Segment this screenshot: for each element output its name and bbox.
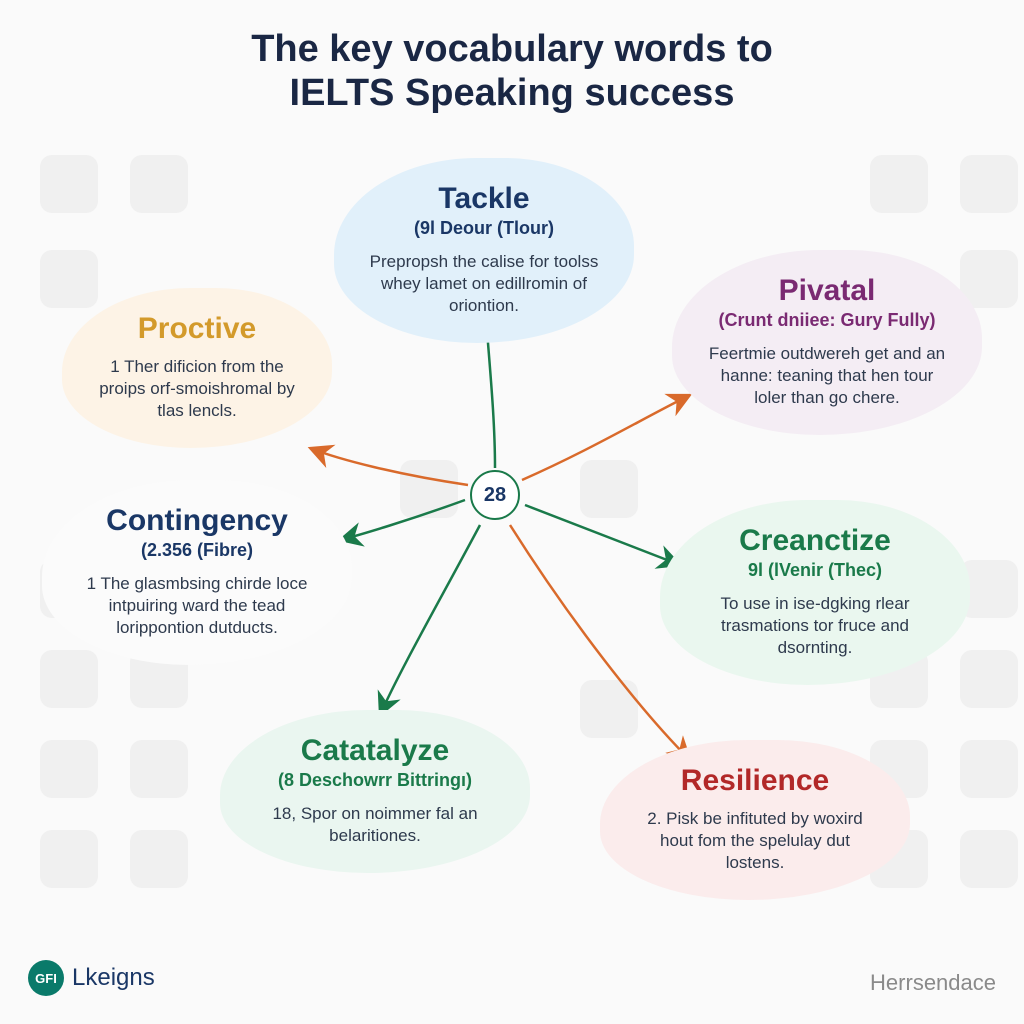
desc-pivatal: Feertmie outdwereh get and an hanne: tea… [704,343,950,409]
page-title: The key vocabulary words to IELTS Speaki… [51,28,973,115]
footer-left: GFI Lkeigns [28,960,155,996]
cloud-pivatal: Pivatal (Crunt dniiee: Gury Fully) Feert… [672,250,982,435]
term-catalyze: Catatalyze [252,736,498,766]
title-line-2: IELTS Speaking success [290,72,735,114]
desc-contingency: 1 The glasmbsing chirde loce intpuiring … [74,573,320,639]
desc-tackle: Prepropsh the calise for toolss whey lam… [366,251,602,317]
term-proctive: Proctive [94,314,300,344]
term-creanctize: Creanctize [692,526,938,556]
term-pivatal: Pivatal [704,276,950,306]
sub-tackle: (9l Deour (Tlour) [366,218,602,239]
cloud-tackle: Tackle (9l Deour (Tlour) Prepropsh the c… [334,158,634,343]
sub-catalyze: (8 Deschowrr Bittringı) [252,770,498,791]
footer-right: Herrsendace [870,970,996,996]
sub-contingency: (2.356 (Fibre) [74,540,320,561]
sub-pivatal: (Crunt dniiee: Gury Fully) [704,310,950,331]
desc-creanctize: To use in ise-dgking rlear trasmations t… [692,593,938,659]
term-resilience: Resilience [632,766,878,796]
cloud-contingency: Contingency (2.356 (Fibre) 1 The glasmbs… [42,480,352,665]
sub-creanctize: 9l (lVenir (Thec) [692,560,938,581]
term-contingency: Contingency [74,506,320,536]
desc-catalyze: 18, Spor on noimmer fal an belaritiones. [252,803,498,847]
cloud-creanctize: Creanctize 9l (lVenir (Thec) To use in i… [660,500,970,685]
cloud-resilience: Resilience 2. Pisk be infituted by woxir… [600,740,910,900]
title-line-1: The key vocabulary words to [251,28,773,70]
brand-badge-icon: GFI [28,960,64,996]
center-value: 28 [484,484,506,507]
brand-name: Lkeigns [72,964,155,992]
center-hub: 28 [470,470,520,520]
cloud-proctive: Proctive 1 Ther dificion from the proips… [62,288,332,448]
desc-proctive: 1 Ther dificion from the proips orf-smoi… [94,356,300,422]
desc-resilience: 2. Pisk be infituted by woxird hout fom … [632,808,878,874]
cloud-catalyze: Catatalyze (8 Deschowrr Bittringı) 18, S… [220,710,530,873]
term-tackle: Tackle [366,184,602,214]
